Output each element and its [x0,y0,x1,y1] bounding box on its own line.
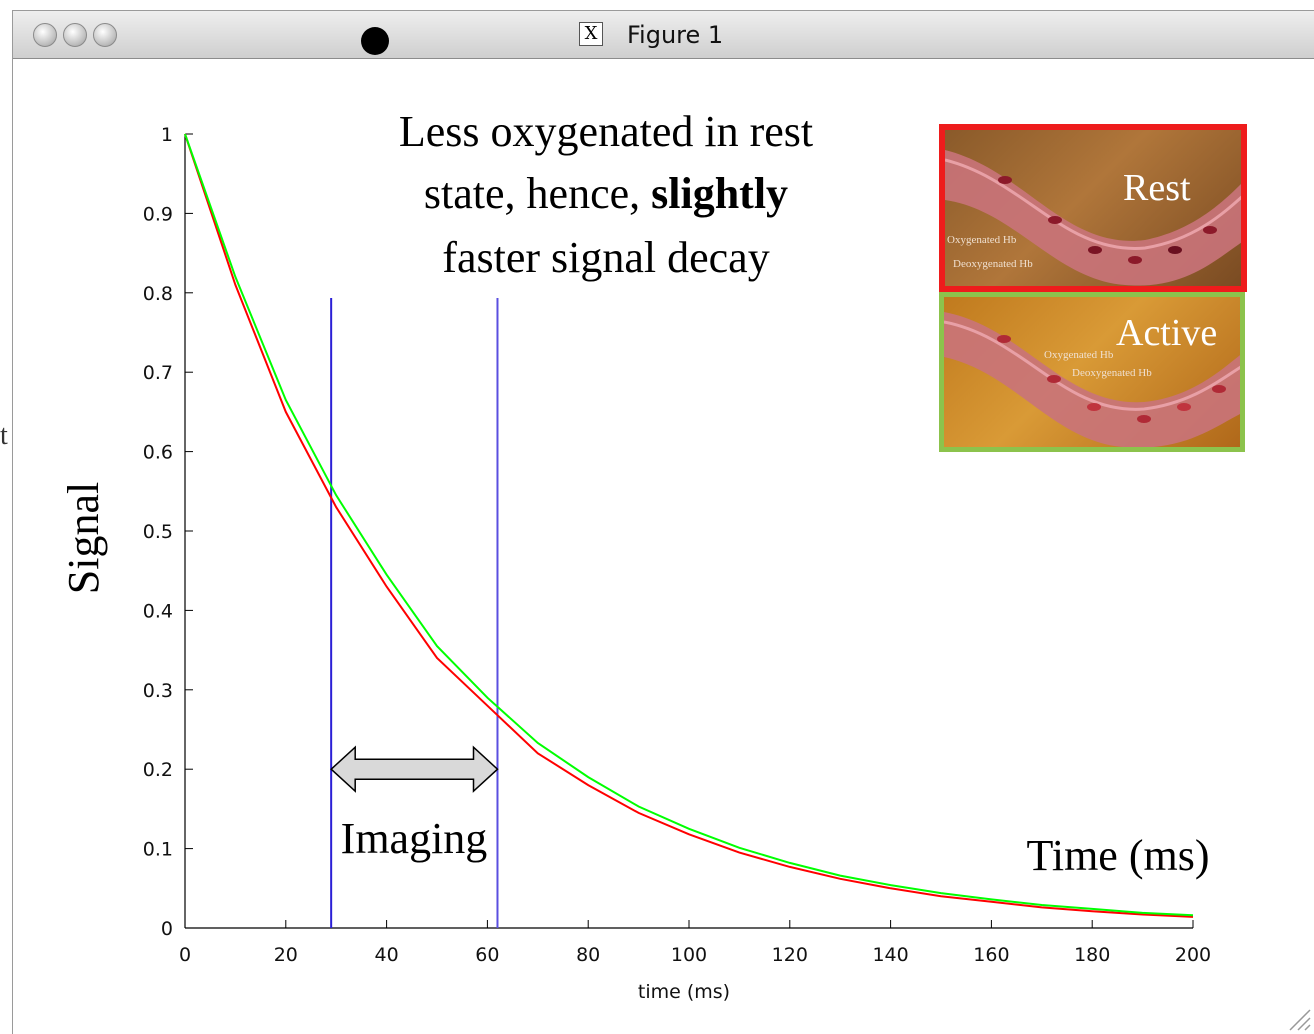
x-tick-label: 200 [1175,944,1211,966]
rest-inset: Rest Oxygenated Hb Deoxygenated Hb [939,124,1247,292]
x-tick-label: 60 [475,944,499,966]
x-tick-label: 180 [1074,944,1110,966]
headline-line-3: faster signal decay [442,233,769,282]
rest-decay-curve [184,133,1194,918]
y-tick-label: 0.5 [143,521,173,543]
double-arrow-icon [330,745,499,793]
x-tick-label: 20 [274,944,298,966]
minimize-window-button[interactable] [63,23,87,47]
x-tick-label: 40 [375,944,399,966]
y-tick-label: 0.1 [143,839,173,861]
time-label: Time (ms) [1027,831,1210,880]
signal-label: Signal [59,482,108,594]
y-tick-label: 0.9 [143,203,173,225]
cursor-dot-icon [361,27,389,55]
headline-bold-word: slightly [651,169,788,218]
close-window-button[interactable] [33,23,57,47]
window-title: Figure 1 [627,21,724,49]
y-tick-label: 0.8 [143,283,173,305]
y-tick-label: 0.2 [143,759,173,781]
rest-note-deoxy: Deoxygenated Hb [953,258,1033,270]
resize-grip-icon[interactable] [1289,1009,1311,1031]
headline-line-1: Less oxygenated in rest [399,107,813,156]
cropped-edge-text: t [0,420,8,451]
active-title: Active [1116,312,1218,354]
active-note-oxy: Oxygenated Hb [1044,349,1114,361]
x-tick-label: 160 [973,944,1009,966]
rest-note-oxy: Oxygenated Hb [947,234,1017,246]
imaging-window-lines [330,298,499,928]
imaging-label: Imaging [341,814,488,863]
zoom-window-button[interactable] [93,23,117,47]
y-tick-label: 0.4 [143,600,173,622]
series-group [184,133,1194,918]
axes: 0 20 40 60 80 100 120 140 160 180 200 0 0.1 0.2 0.3 0.4… [143,124,1211,966]
headline-line-2: state, hence, slightly [424,169,788,218]
x-tick-label: 0 [179,944,191,966]
x-axis-label: time (ms) [638,981,730,1003]
rest-title: Rest [1123,167,1191,209]
active-note-deoxy: Deoxygenated Hb [1072,367,1152,379]
y-tick-label: 0 [161,918,173,940]
y-tick-label: 1 [161,124,173,146]
x-tick-label: 100 [671,944,707,966]
active-decay-curve [184,133,1194,917]
active-inset: Active Oxygenated Hb Deoxygenated Hb [939,292,1245,452]
x11-app-icon: X [579,22,603,46]
rest-vessel-illustration [945,150,1241,286]
headline-line-2-pre: state, hence, [424,169,651,218]
imaging-arrow [330,745,499,793]
x-tick-label: 140 [872,944,908,966]
active-vessel-illustration [944,312,1240,447]
y-tick-label: 0.3 [143,680,173,702]
x-tick-label: 80 [576,944,600,966]
x-tick-label: 120 [772,944,808,966]
y-tick-label: 0.6 [143,442,173,464]
y-tick-label: 0.7 [143,362,173,384]
title-bar: X Figure 1 [13,11,1314,59]
